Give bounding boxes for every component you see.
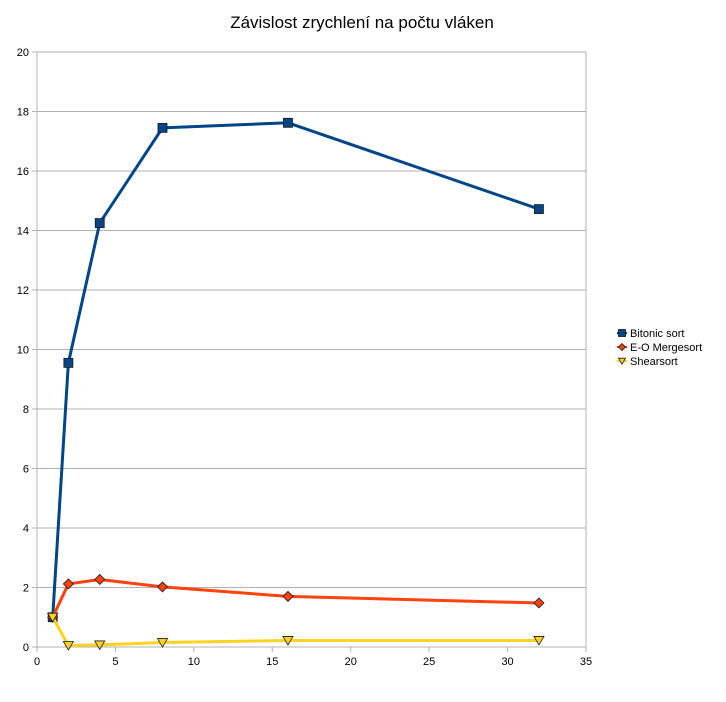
x-tick-label: 0: [34, 656, 40, 668]
y-tick-label: 18: [17, 107, 29, 119]
series-line-bitonic-sort: [51, 121, 540, 618]
legend-marker: [618, 329, 626, 337]
series-e-o-mergesort: [47, 573, 545, 623]
data-point-e-o-mergesort: [94, 573, 106, 586]
y-tick-label: 8: [23, 404, 29, 416]
x-tick-label: 20: [345, 656, 357, 668]
data-point-bitonic-sort: [94, 218, 105, 228]
legend-item-e-o-mergesort: E-O Mergesort: [617, 342, 702, 354]
series-bitonic-sort: [47, 117, 544, 623]
data-point-e-o-mergesort: [282, 590, 294, 602]
data-point-bitonic-sort: [63, 357, 74, 368]
x-tick-label: 35: [580, 656, 592, 668]
x-tick-label: 30: [501, 656, 513, 668]
y-tick-label: 6: [23, 464, 29, 476]
data-point-shearsort: [156, 638, 169, 648]
data-point-e-o-mergesort: [533, 597, 545, 609]
series-shearsort: [46, 612, 545, 651]
y-tick-label: 0: [23, 642, 29, 654]
data-point-shearsort: [282, 636, 294, 646]
data-point-bitonic-sort: [157, 122, 168, 133]
gridlines: [37, 51, 586, 648]
data-point-shearsort: [62, 641, 75, 651]
axes: 0 2 4 6 8 10 12 14 16 18 20 0 5 10 15 20 25 30 35: [17, 47, 592, 668]
y-tick-label: 14: [17, 226, 29, 238]
y-tick-label: 2: [23, 583, 29, 595]
legend-marker: [617, 357, 627, 365]
y-tick-label: 10: [17, 345, 29, 357]
legend-item-shearsort: Shearsort: [617, 356, 678, 368]
y-tick-label: 20: [17, 47, 29, 59]
data-point-e-o-mergesort: [156, 581, 169, 593]
data-point-bitonic-sort: [283, 117, 293, 128]
x-tick-label: 5: [112, 656, 118, 668]
series-line-shearsort: [51, 616, 539, 648]
legend-item-bitonic-sort: Bitonic sort: [617, 328, 684, 340]
y-tick-label: 12: [17, 285, 29, 297]
data-point-shearsort: [94, 640, 106, 651]
legend-label: E-O Mergesort: [630, 342, 702, 354]
chart-title: Závislost zrychlení na počtu vláken: [230, 13, 494, 32]
legend: Bitonic sort E-O Mergesort Shearsort: [617, 328, 702, 368]
y-tick-label: 16: [17, 166, 29, 178]
data-point-shearsort: [533, 636, 545, 646]
x-tick-label: 15: [266, 656, 278, 668]
data-point-e-o-mergesort: [62, 578, 74, 590]
x-tick-label: 25: [423, 656, 435, 668]
legend-marker: [617, 342, 627, 352]
x-tick-label: 10: [188, 656, 200, 668]
legend-label: Bitonic sort: [630, 328, 684, 340]
series-layer: [46, 117, 545, 651]
legend-label: Shearsort: [630, 356, 678, 368]
y-tick-label: 4: [23, 523, 29, 535]
data-point-shearsort: [46, 612, 59, 623]
series-line-e-o-mergesort: [51, 577, 539, 618]
data-point-bitonic-sort: [534, 204, 544, 214]
